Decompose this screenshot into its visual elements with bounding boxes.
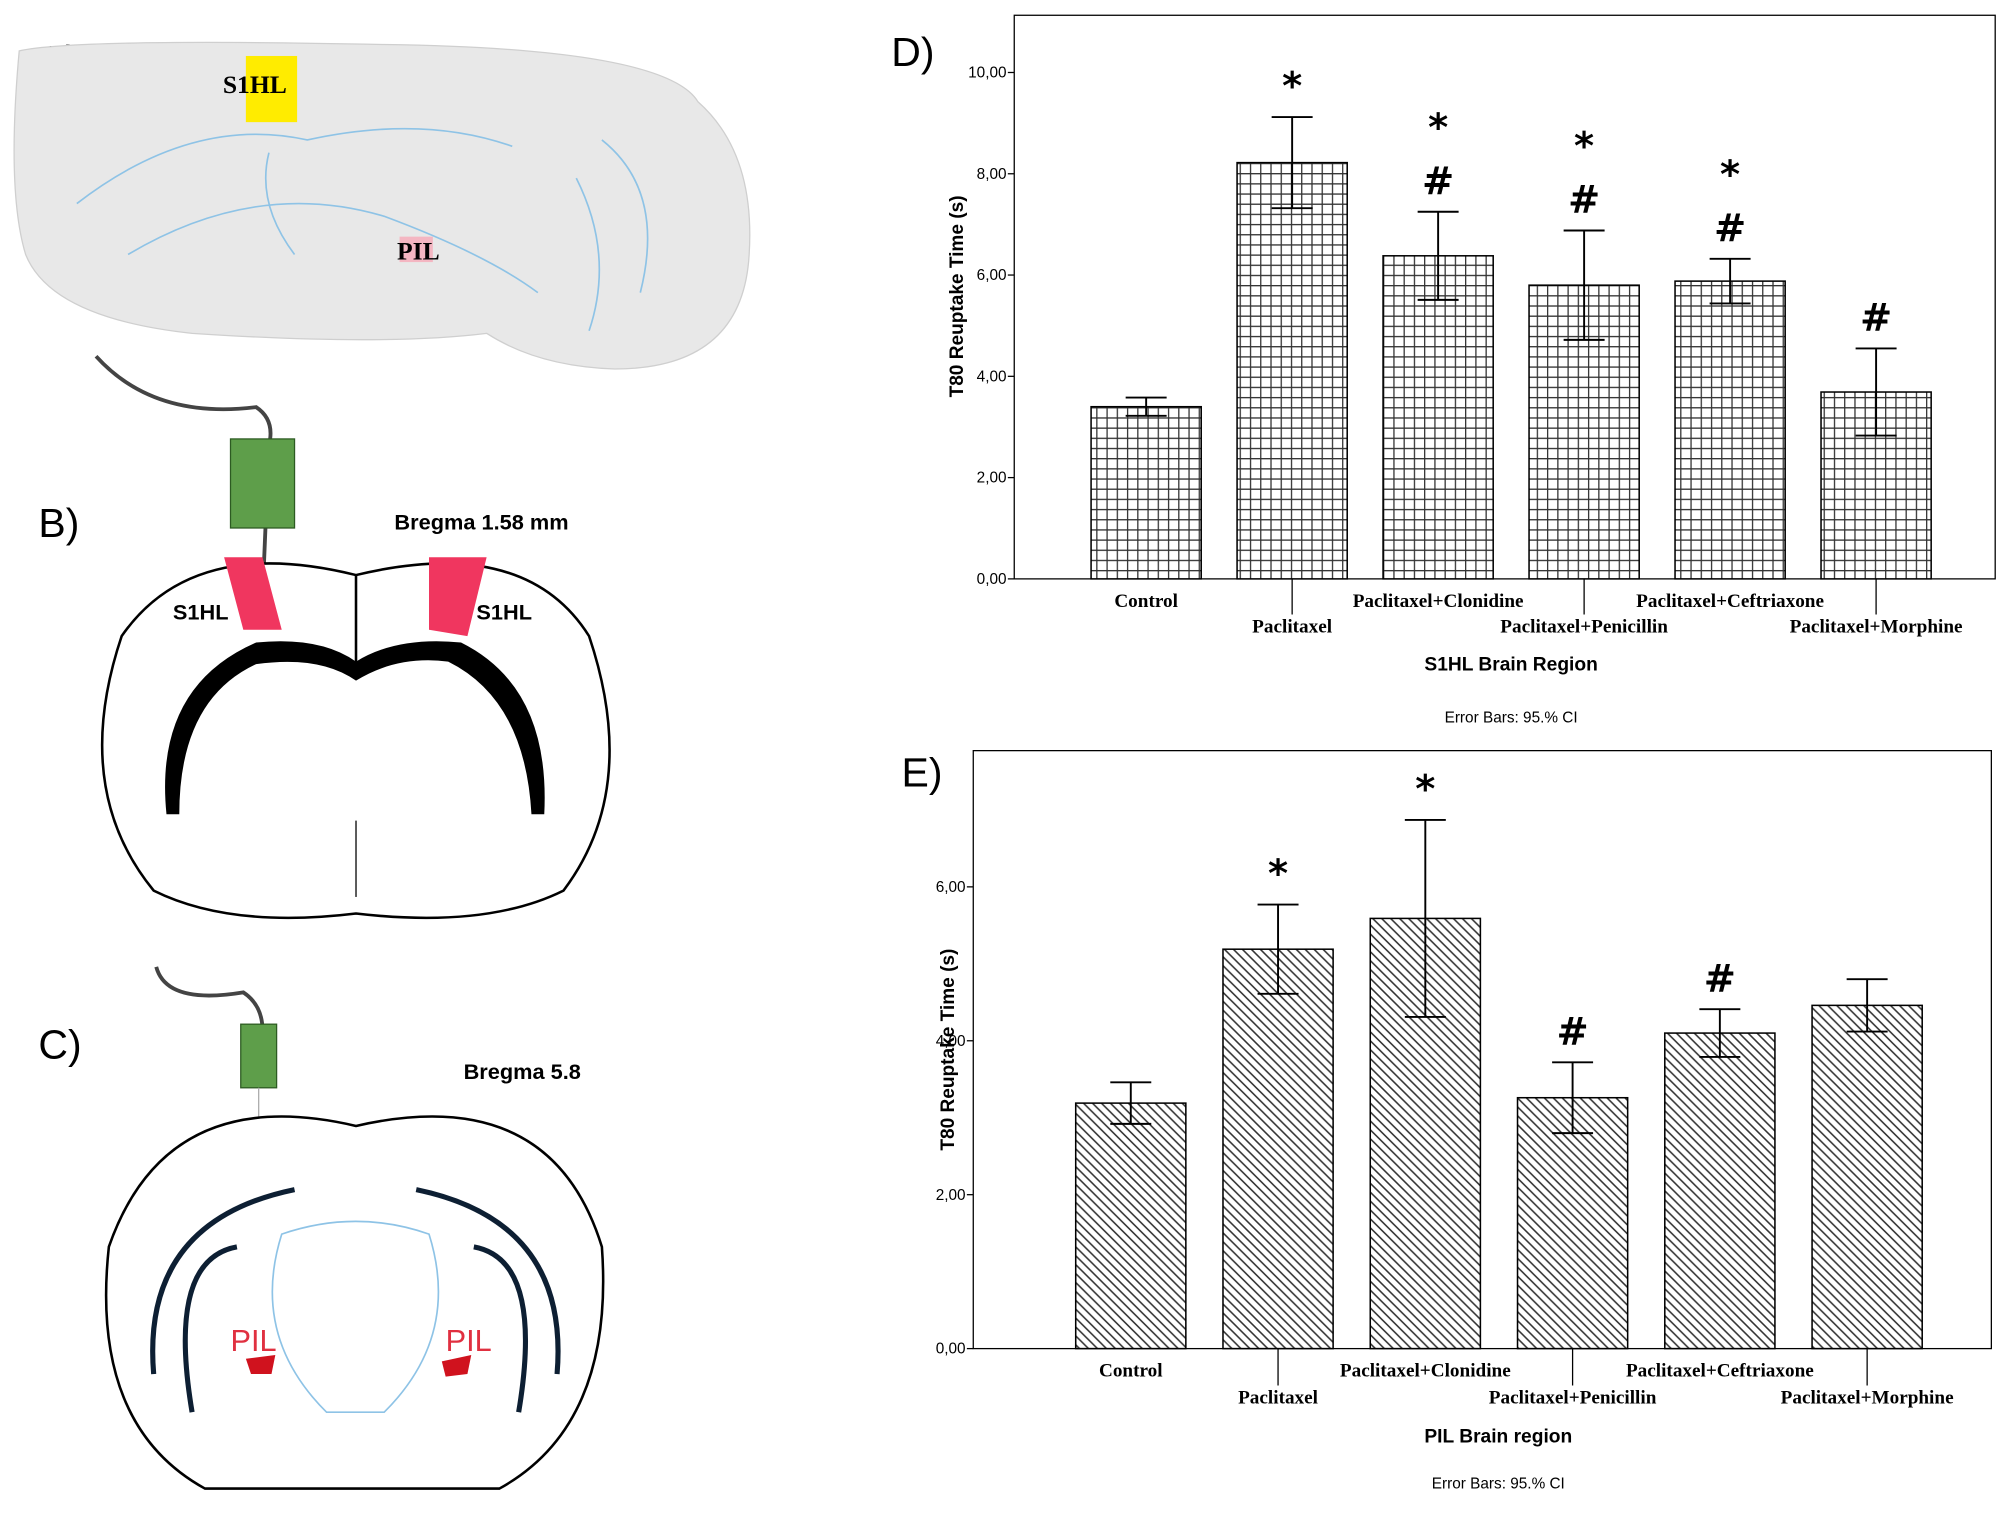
bar [1674, 280, 1786, 580]
x-axis-title: S1HL Brain Region [1424, 655, 1597, 676]
annotation: # [1557, 1010, 1589, 1055]
y-axis-title: T80 Reuptake Time (s) [947, 195, 968, 397]
y-tick-label: 6,00 [936, 879, 966, 896]
annotation: * [1268, 852, 1288, 897]
y-axis-title: T80 Reuptake Time (s) [938, 949, 959, 1151]
x-tick-label: Paclitaxel+Clonidine [1353, 591, 1524, 612]
x-tick-label: Paclitaxel+Morphine [1790, 616, 1963, 637]
annotation: * [1574, 124, 1594, 169]
pil-region [441, 1354, 472, 1377]
region-label: PIL [446, 1324, 492, 1358]
region-label: S1HL [173, 600, 229, 625]
annotation: # [1422, 159, 1454, 204]
panel-b: B) Bregma 1.58 mm S1HL S1HL [38, 354, 611, 920]
probe [240, 1023, 278, 1089]
y-tick-label: 4,00 [977, 368, 1007, 385]
annotation: # [1860, 296, 1892, 341]
note: Error Bars: 95.% CI [1445, 710, 1578, 727]
x-tick-label: Control [1114, 591, 1178, 612]
bar [1664, 1032, 1776, 1350]
bar [1236, 161, 1348, 580]
annotation: # [1704, 957, 1736, 1002]
pil-marker [399, 236, 433, 263]
x-tick-label: Paclitaxel+Penicillin [1500, 616, 1668, 637]
x-tick-label: Paclitaxel [1252, 616, 1332, 637]
region-label: S1HL [223, 70, 287, 99]
cable [154, 966, 265, 1031]
annotation: * [1428, 106, 1448, 151]
bar [1222, 948, 1334, 1350]
region-label: PIL [231, 1324, 277, 1358]
cable [94, 354, 273, 599]
bar [1090, 405, 1202, 580]
y-tick-label: 0,00 [936, 1341, 966, 1358]
region-label: PIL [397, 237, 440, 266]
s1hl-marker [245, 55, 298, 123]
probe [229, 438, 296, 529]
x-tick-label: Paclitaxel+Morphine [1781, 1387, 1954, 1408]
x-tick-label: Paclitaxel+Ceftriaxone [1626, 1361, 1814, 1382]
region-label: S1HL [476, 600, 532, 625]
panel-label: E) [902, 749, 943, 795]
x-tick-label: Paclitaxel+Penicillin [1489, 1387, 1657, 1408]
y-tick-label: 2,00 [977, 470, 1007, 487]
annotation: * [1720, 153, 1740, 198]
bar [1382, 255, 1494, 580]
pil-region [245, 1354, 276, 1375]
x-tick-label: Paclitaxel+Ceftriaxone [1636, 591, 1824, 612]
panel-label: D) [891, 29, 934, 75]
annotation: # [1568, 178, 1600, 223]
bar [1074, 1102, 1187, 1350]
sagittal-brain [13, 41, 751, 370]
y-tick-label: 8,00 [977, 166, 1007, 183]
bregma-label: Bregma 1.58 mm [394, 509, 568, 534]
panel-label: B) [38, 500, 79, 546]
annotation: # [1714, 206, 1746, 251]
bar [1516, 1096, 1629, 1350]
brain-contours [271, 1220, 440, 1414]
y-tick-label: 6,00 [977, 267, 1007, 284]
annotation: * [1415, 767, 1435, 812]
panel-label: C) [38, 1022, 81, 1068]
y-tick-label: 2,00 [936, 1187, 966, 1204]
x-tick-label: Control [1099, 1361, 1163, 1382]
white-matter [165, 641, 545, 815]
white-matter [150, 1187, 561, 1413]
annotation: * [1282, 64, 1302, 109]
y-tick-label: 4,00 [936, 1033, 966, 1050]
brain-contours [76, 127, 649, 332]
coronal-outline [100, 562, 611, 920]
panel-c: C) Bregma 5.8 PIL PIL [38, 966, 605, 1490]
note: Error Bars: 95.% CI [1432, 1476, 1565, 1493]
bregma-label: Bregma 5.8 [464, 1059, 581, 1084]
x-tick-label: Paclitaxel+Clonidine [1340, 1361, 1511, 1382]
panel-a: A) S1HL PIL [13, 37, 751, 370]
coronal-outline [104, 1115, 605, 1490]
bar [1811, 1004, 1923, 1350]
y-tick-label: 0,00 [977, 571, 1007, 588]
x-axis-title: PIL Brain region [1424, 1427, 1572, 1448]
x-tick-label: Paclitaxel [1238, 1387, 1318, 1408]
y-tick-label: 10,00 [968, 65, 1006, 82]
